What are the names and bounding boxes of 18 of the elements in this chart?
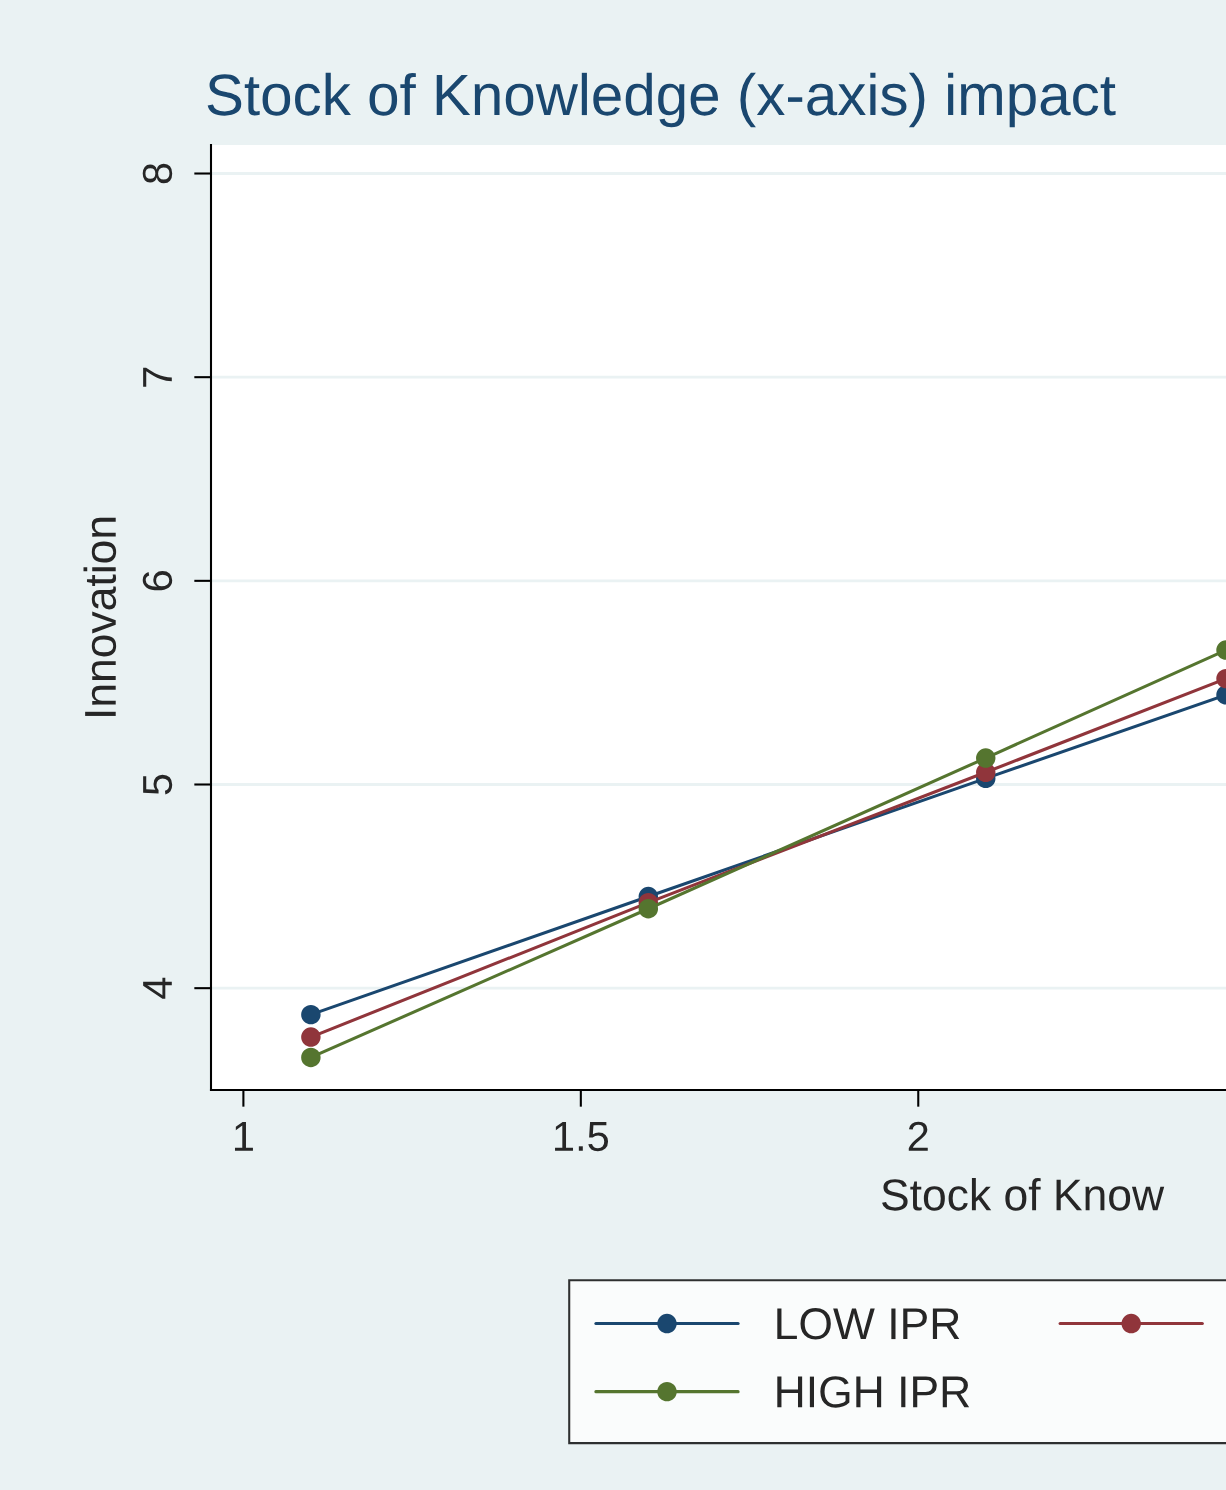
y-tick-label: 5 [143, 774, 173, 795]
legend-label: LOW IPR [777, 1308, 960, 1340]
point [301, 1047, 321, 1068]
chart-title: Stock of Knowledge (x-axis) impact [207, 72, 1116, 128]
legend-label: HIGH IPR [777, 1376, 970, 1408]
x-axis-title: Stock of Know [882, 1178, 1165, 1211]
point [301, 1027, 321, 1047]
point [638, 899, 659, 919]
y-tick-label: 8 [142, 163, 173, 184]
x-tick-label: 1.5 [555, 1122, 609, 1152]
y-tick-label: 7 [143, 367, 172, 387]
y-tick-label: 4 [143, 977, 172, 999]
point [301, 1004, 321, 1025]
x-tick-label: 1 [234, 1122, 253, 1151]
y-tick-label: 6 [142, 571, 173, 591]
point [976, 748, 996, 768]
y-axis-title: Innovation [83, 517, 117, 716]
x-tick-label: 2 [908, 1121, 928, 1151]
